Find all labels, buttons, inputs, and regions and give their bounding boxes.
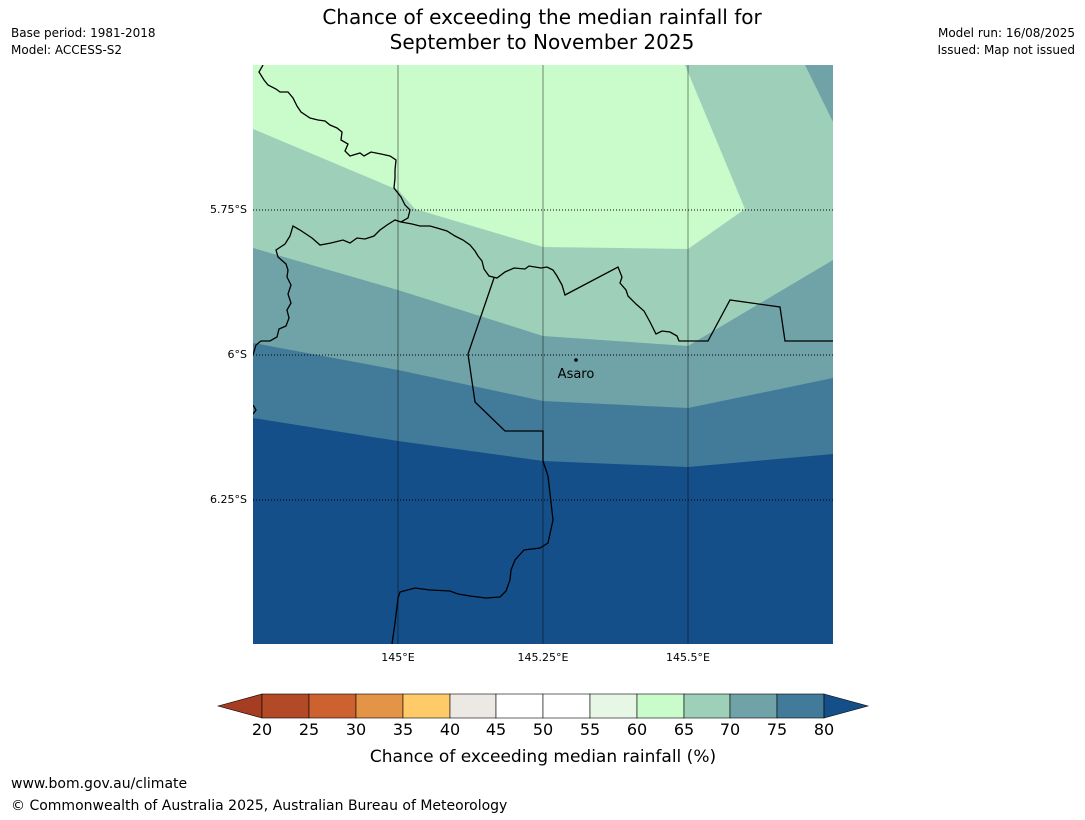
- province-boundary-inner: [400, 221, 833, 342]
- legend-tick-80: 80: [814, 720, 834, 739]
- legend-swatch-70-75: [729, 693, 778, 719]
- base-period-label: Base period: 1981-2018: [11, 26, 156, 40]
- legend-swatch-40-45: [449, 693, 497, 719]
- legend-swatch-35-40: [402, 693, 451, 719]
- model-run-label: Model run: 16/08/2025: [937, 26, 1075, 40]
- legend-swatch-30-35: [355, 693, 404, 719]
- legend-swatch-20-25: [261, 693, 310, 719]
- legend-tick-30: 30: [346, 720, 366, 739]
- province-boundary-south: [391, 277, 554, 644]
- province-boundary-north: [253, 65, 411, 356]
- zone-60-65: [253, 65, 745, 249]
- legend-tick-50: 50: [533, 720, 553, 739]
- lon-label-145: 145°E: [381, 651, 414, 664]
- color-legend: 20 25 30 35 40 45 50 55 60 65 70 75 80 C…: [216, 693, 870, 767]
- rainfall-probability-map: Asaro: [253, 65, 833, 644]
- legend-swatch-25-30: [308, 693, 357, 719]
- legend-title: Chance of exceeding median rainfall (%): [370, 747, 716, 767]
- lon-label-145-5: 145.5°E: [666, 651, 710, 664]
- lat-label-6: 6°S: [228, 348, 247, 361]
- issued-label: Issued: Map not issued: [937, 43, 1075, 57]
- map-title-line1: Chance of exceeding the median rainfall …: [322, 5, 762, 29]
- footer-copyright: © Commonwealth of Australia 2025, Austra…: [11, 798, 508, 814]
- legend-swatch-50-55: [542, 693, 591, 719]
- legend-arrow-above: [823, 693, 870, 719]
- legend-ticks: 20 25 30 35 40 45 50 55 60 65 70 75 80: [252, 720, 834, 739]
- map-title: Chance of exceeding the median rainfall …: [242, 5, 842, 55]
- legend-swatch-55-60: [589, 693, 638, 719]
- legend-tick-70: 70: [720, 720, 740, 739]
- lat-label-5-75: 5.75°S: [210, 203, 247, 216]
- legend-swatch-75-80: [776, 693, 825, 719]
- legend-tick-40: 40: [440, 720, 460, 739]
- border-lines: [253, 65, 833, 644]
- legend-swatch-60-65: [636, 693, 685, 719]
- graticule-latitude: [253, 209, 833, 501]
- legend-swatch-45-50: [495, 693, 544, 719]
- metadata-right: Model run: 16/08/2025 Issued: Map not is…: [937, 25, 1075, 59]
- legend-tick-20: 20: [252, 720, 272, 739]
- legend-arrow-below: [216, 693, 263, 719]
- legend-tick-65: 65: [674, 720, 694, 739]
- asaro-label: Asaro: [558, 367, 595, 382]
- metadata-left: Base period: 1981-2018 Model: ACCESS-S2: [11, 25, 156, 59]
- legend-tick-45: 45: [486, 720, 506, 739]
- lon-label-145-25: 145.25°E: [518, 651, 569, 664]
- legend-tick-75: 75: [767, 720, 787, 739]
- legend-tick-25: 25: [299, 720, 319, 739]
- legend-tick-35: 35: [393, 720, 413, 739]
- legend-swatch-65-70: [683, 693, 731, 719]
- model-label: Model: ACCESS-S2: [11, 43, 123, 57]
- footer-url: www.bom.gov.au/climate: [11, 776, 188, 792]
- asaro-marker: [574, 358, 578, 362]
- map-title-line2: September to November 2025: [389, 30, 695, 54]
- lat-label-6-25: 6.25°S: [210, 493, 247, 506]
- latitude-labels: 5.75°S 6°S 6.25°S: [210, 203, 247, 506]
- longitude-labels: 145°E 145.25°E 145.5°E: [381, 651, 710, 664]
- footer: www.bom.gov.au/climate © Commonwealth of…: [11, 773, 507, 817]
- province-boundary-west: [253, 404, 257, 415]
- legend-tick-60: 60: [627, 720, 647, 739]
- legend-tick-55: 55: [580, 720, 600, 739]
